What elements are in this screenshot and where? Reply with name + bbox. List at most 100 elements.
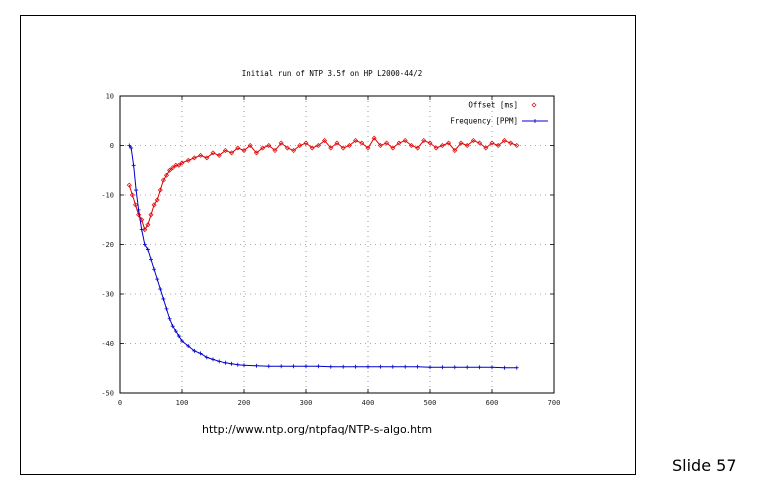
data-point-offset bbox=[446, 140, 452, 146]
data-point-offset bbox=[309, 145, 315, 151]
legend: Offset [ms] Frequency [PPM] bbox=[450, 101, 548, 126]
data-point-offset bbox=[160, 177, 166, 183]
data-point-offset bbox=[508, 140, 514, 146]
data-point-frequency bbox=[440, 365, 445, 370]
y-tick-label: -10 bbox=[101, 192, 114, 200]
data-point-frequency bbox=[176, 334, 181, 339]
data-point-frequency bbox=[145, 247, 150, 252]
data-point-offset bbox=[359, 140, 365, 146]
data-point-offset bbox=[179, 160, 185, 166]
data-point-frequency bbox=[378, 364, 383, 369]
x-tick-label: 300 bbox=[300, 399, 313, 407]
data-point-offset bbox=[297, 143, 303, 148]
data-point-frequency bbox=[170, 324, 175, 329]
x-tick-label: 400 bbox=[362, 399, 375, 407]
data-point-offset bbox=[204, 155, 210, 161]
data-point-offset bbox=[145, 222, 151, 228]
data-point-offset bbox=[126, 182, 132, 188]
data-point-offset bbox=[216, 152, 222, 158]
data-point-offset bbox=[402, 138, 408, 144]
data-point-frequency bbox=[353, 364, 358, 369]
data-point-frequency bbox=[266, 364, 271, 369]
data-point-frequency bbox=[127, 143, 132, 148]
data-point-frequency bbox=[158, 287, 163, 292]
data-point-frequency bbox=[136, 207, 141, 212]
data-point-offset bbox=[489, 140, 495, 146]
data-point-frequency bbox=[502, 365, 507, 370]
data-point-frequency bbox=[341, 364, 346, 369]
legend-label-offset: Offset [ms] bbox=[468, 101, 518, 110]
series-frequency bbox=[127, 143, 519, 370]
data-point-frequency bbox=[167, 316, 172, 321]
chart-title: Initial run of NTP 3.5f on HP L2000-44/2 bbox=[242, 69, 423, 78]
data-point-offset bbox=[340, 145, 346, 151]
data-point-offset bbox=[415, 145, 421, 151]
data-point-frequency bbox=[229, 361, 234, 366]
data-point-offset bbox=[129, 192, 135, 198]
data-point-offset bbox=[439, 143, 445, 148]
data-point-offset bbox=[371, 135, 377, 141]
data-point-offset bbox=[185, 157, 191, 163]
data-point-frequency bbox=[180, 339, 184, 344]
data-point-offset bbox=[452, 147, 458, 153]
data-point-frequency bbox=[514, 365, 519, 370]
data-point-frequency bbox=[254, 363, 259, 368]
data-point-frequency bbox=[211, 357, 215, 362]
data-point-offset bbox=[241, 147, 247, 153]
y-tick-label: -50 bbox=[101, 390, 114, 398]
data-point-frequency bbox=[161, 296, 166, 301]
data-point-frequency bbox=[390, 364, 395, 369]
data-point-offset bbox=[303, 140, 309, 146]
data-point-offset bbox=[377, 143, 383, 148]
data-point-offset bbox=[322, 138, 328, 144]
data-point-frequency bbox=[403, 364, 408, 369]
series-offset bbox=[126, 135, 520, 233]
data-point-frequency bbox=[164, 306, 169, 311]
data-point-frequency bbox=[366, 364, 370, 369]
data-point-frequency bbox=[152, 267, 157, 272]
data-point-frequency bbox=[192, 348, 197, 353]
data-point-frequency bbox=[415, 364, 420, 369]
data-point-offset bbox=[278, 140, 284, 146]
y-tick-label: 0 bbox=[110, 142, 114, 150]
data-point-offset bbox=[501, 138, 507, 144]
data-point-frequency bbox=[129, 145, 134, 150]
data-point-offset bbox=[408, 143, 414, 148]
data-point-offset bbox=[483, 145, 489, 151]
data-point-frequency bbox=[134, 188, 139, 193]
data-point-offset bbox=[164, 172, 169, 178]
data-point-offset bbox=[229, 150, 235, 156]
data-point-offset bbox=[346, 143, 352, 148]
y-tick-label: -40 bbox=[101, 340, 114, 348]
data-point-offset bbox=[495, 143, 501, 148]
data-point-frequency bbox=[173, 329, 178, 334]
data-point-offset bbox=[176, 162, 182, 168]
data-point-frequency bbox=[142, 242, 147, 247]
data-point-offset bbox=[477, 140, 483, 146]
data-point-frequency bbox=[477, 365, 482, 370]
series-line-offset bbox=[128, 137, 517, 231]
data-point-frequency bbox=[465, 365, 470, 370]
data-point-offset bbox=[334, 140, 340, 146]
legend-label-frequency: Frequency [PPM] bbox=[450, 117, 518, 126]
x-tick-label: 700 bbox=[548, 399, 561, 407]
data-point-offset bbox=[148, 212, 154, 218]
series-line-frequency bbox=[128, 145, 517, 369]
data-point-frequency bbox=[186, 343, 191, 348]
data-point-offset bbox=[284, 145, 290, 151]
data-point-offset bbox=[470, 138, 476, 144]
data-point-offset bbox=[266, 143, 272, 148]
data-point-frequency bbox=[235, 362, 240, 367]
data-point-frequency bbox=[149, 257, 153, 262]
data-point-frequency bbox=[490, 365, 494, 370]
legend-marker-frequency bbox=[533, 119, 537, 123]
data-point-offset bbox=[191, 155, 197, 161]
data-point-offset bbox=[142, 227, 148, 233]
data-point-offset bbox=[151, 202, 157, 208]
data-point-offset bbox=[154, 197, 160, 203]
data-point-offset bbox=[433, 145, 439, 151]
data-point-offset bbox=[421, 138, 427, 144]
data-point-offset bbox=[291, 147, 297, 153]
